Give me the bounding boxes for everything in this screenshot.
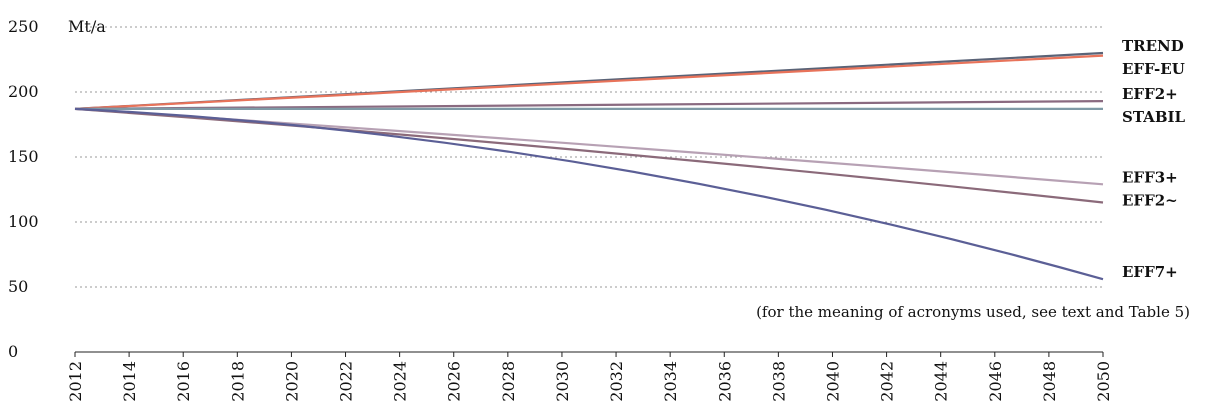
grid-lines bbox=[75, 26, 1103, 288]
series-label: EFF2~ bbox=[1122, 191, 1178, 209]
y-tick-label: 250 bbox=[8, 17, 39, 36]
series-label: STABIL bbox=[1122, 108, 1186, 126]
x-tick-label: 2016 bbox=[174, 361, 193, 402]
x-tick-label: 2042 bbox=[878, 361, 897, 402]
series-label: EFF3+ bbox=[1122, 168, 1178, 186]
x-tick-label: 2018 bbox=[228, 361, 247, 402]
x-tick-label: 2026 bbox=[445, 361, 464, 402]
x-tick-label: 2024 bbox=[391, 361, 410, 402]
series-label: TREND bbox=[1122, 37, 1184, 55]
series-line-eff7- bbox=[74, 107, 1104, 281]
y-tick-label: 100 bbox=[8, 212, 39, 231]
x-tick-label: 2014 bbox=[120, 361, 139, 402]
series-label: EFF7+ bbox=[1122, 263, 1178, 281]
series-lines bbox=[74, 51, 1104, 281]
unit-label: Mt/a bbox=[68, 17, 106, 36]
x-tick-label: 2040 bbox=[823, 361, 842, 402]
x-axis: 2012 2014 2016 2018 2020 2022 2024 2026 2028 2030… bbox=[66, 351, 1113, 402]
series-label: EFF2+ bbox=[1122, 85, 1178, 103]
series-line-eff-eu bbox=[74, 54, 1104, 110]
x-tick-label: 2034 bbox=[661, 361, 680, 402]
x-tick-label: 2044 bbox=[932, 361, 951, 402]
y-tick-label: 50 bbox=[8, 277, 28, 296]
series-line-eff2- bbox=[74, 107, 1104, 204]
series-label: EFF-EU bbox=[1122, 60, 1185, 78]
x-tick-label: 2030 bbox=[553, 361, 572, 402]
y-tick-label: 150 bbox=[8, 147, 39, 166]
x-tick-label: 2012 bbox=[66, 361, 85, 402]
x-tick-label: 2036 bbox=[715, 361, 734, 402]
x-tick-label: 2032 bbox=[607, 361, 626, 402]
x-tick-label: 2046 bbox=[986, 361, 1005, 402]
x-tick-label: 2050 bbox=[1094, 361, 1113, 402]
x-tick-label: 2028 bbox=[499, 361, 518, 402]
x-tick-label: 2020 bbox=[282, 361, 301, 402]
chart-note: (for the meaning of acronyms used, see t… bbox=[756, 303, 1190, 321]
x-tick-label: 2038 bbox=[769, 361, 788, 402]
x-tick-label: 2022 bbox=[337, 361, 356, 402]
y-axis-ticks: 0 50 100 150 200 250 bbox=[8, 17, 39, 361]
y-tick-label: 0 bbox=[8, 342, 18, 361]
y-tick-label: 200 bbox=[8, 82, 39, 101]
series-line-eff2- bbox=[74, 100, 1104, 110]
x-tick-label: 2048 bbox=[1040, 361, 1059, 402]
series-labels: TREND EFF-EU EFF2+ STABIL EFF3+ EFF2~ EFF7+ bbox=[1122, 37, 1186, 281]
